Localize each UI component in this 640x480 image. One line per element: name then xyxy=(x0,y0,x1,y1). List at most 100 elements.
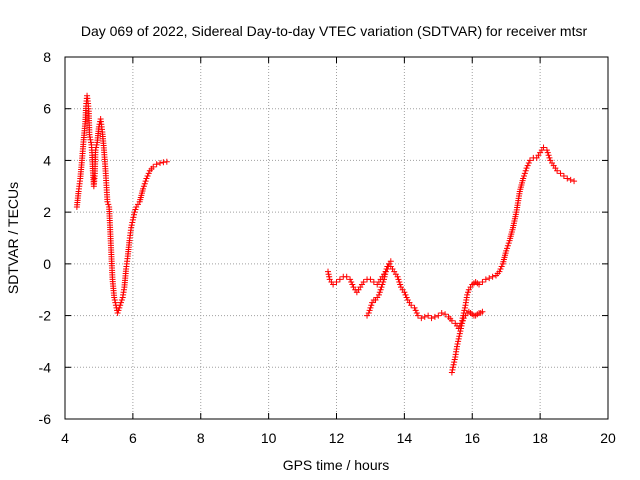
x-tick-label: 4 xyxy=(61,430,69,446)
data-point xyxy=(461,307,468,314)
data-point xyxy=(521,170,528,177)
data-point xyxy=(543,147,550,154)
data-point xyxy=(421,313,428,320)
data-point xyxy=(455,338,462,345)
data-point xyxy=(87,136,94,143)
data-point xyxy=(343,273,350,280)
data-point xyxy=(381,276,388,283)
y-tick-label: 2 xyxy=(43,204,51,220)
data-point xyxy=(131,211,138,218)
data-point xyxy=(395,276,402,283)
data-point xyxy=(118,297,125,304)
y-tick-label: 0 xyxy=(43,256,51,272)
data-point xyxy=(150,163,157,170)
data-point xyxy=(381,273,388,280)
chart-title: Day 069 of 2022, Sidereal Day-to-day VTE… xyxy=(81,23,588,39)
data-point xyxy=(396,278,403,285)
data-point xyxy=(143,175,150,182)
data-point xyxy=(571,178,578,185)
data-point xyxy=(129,219,136,226)
data-point xyxy=(382,271,389,278)
data-point xyxy=(442,311,449,318)
data-point xyxy=(333,278,340,285)
data-point xyxy=(336,276,343,283)
data-point xyxy=(522,167,529,174)
data-point xyxy=(397,281,404,288)
data-point xyxy=(367,276,374,283)
data-point xyxy=(456,330,463,337)
x-tick-label: 6 xyxy=(129,430,137,446)
data-point xyxy=(132,206,139,213)
data-point xyxy=(394,273,401,280)
data-point xyxy=(476,281,483,288)
data-point xyxy=(157,160,164,167)
data-point xyxy=(411,304,418,311)
data-point xyxy=(425,312,432,319)
data-point xyxy=(115,307,122,314)
data-point xyxy=(525,160,532,167)
data-point xyxy=(325,268,332,275)
data-point xyxy=(131,209,138,216)
data-point xyxy=(545,152,552,159)
x-tick-label: 8 xyxy=(197,430,205,446)
data-point xyxy=(526,157,533,164)
data-point xyxy=(540,144,547,151)
data-point xyxy=(459,317,466,324)
data-point xyxy=(546,154,553,161)
x-tick-label: 18 xyxy=(532,430,548,446)
data-point xyxy=(93,144,100,151)
data-point xyxy=(160,159,167,166)
data-point xyxy=(454,341,461,348)
x-tick-label: 14 xyxy=(397,430,413,446)
data-point xyxy=(450,361,457,368)
data-point xyxy=(438,309,445,316)
data-point xyxy=(520,175,527,182)
data-point xyxy=(448,369,455,376)
data-point xyxy=(453,343,460,350)
data-point xyxy=(116,304,123,311)
data-point xyxy=(380,278,387,285)
data-point xyxy=(450,364,457,371)
data-point xyxy=(377,286,384,293)
data-point xyxy=(93,141,100,148)
data-point xyxy=(382,268,389,275)
data-point xyxy=(370,278,377,285)
data-point xyxy=(428,315,435,322)
data-point xyxy=(92,147,99,154)
data-point xyxy=(378,284,385,291)
data-point xyxy=(144,172,151,179)
data-point xyxy=(413,309,420,316)
data-point xyxy=(431,313,438,320)
data-point xyxy=(112,299,119,306)
data-point xyxy=(105,201,112,208)
data-point xyxy=(153,161,160,168)
data-point xyxy=(457,328,464,335)
data-point xyxy=(348,278,355,285)
data-point xyxy=(560,172,567,179)
data-point xyxy=(104,198,111,205)
data-point xyxy=(457,325,464,332)
data-point xyxy=(504,245,511,252)
data-point xyxy=(504,242,511,249)
data-point xyxy=(117,299,124,306)
data-point xyxy=(130,214,137,221)
data-point xyxy=(128,222,135,229)
data-point xyxy=(347,276,354,283)
data-point xyxy=(87,139,94,146)
data-point xyxy=(402,291,409,298)
data-point xyxy=(349,281,356,288)
data-point xyxy=(451,359,458,366)
data-point xyxy=(326,273,333,280)
data-point xyxy=(408,302,415,309)
data-point xyxy=(368,302,375,309)
y-tick-label: -6 xyxy=(39,411,52,427)
grid-lines xyxy=(65,57,608,419)
data-point xyxy=(496,268,503,275)
data-point xyxy=(557,170,564,177)
data-point xyxy=(489,273,496,280)
data-point xyxy=(141,180,148,187)
data-point xyxy=(564,175,571,182)
data-point xyxy=(366,307,373,314)
data-point xyxy=(140,183,147,190)
